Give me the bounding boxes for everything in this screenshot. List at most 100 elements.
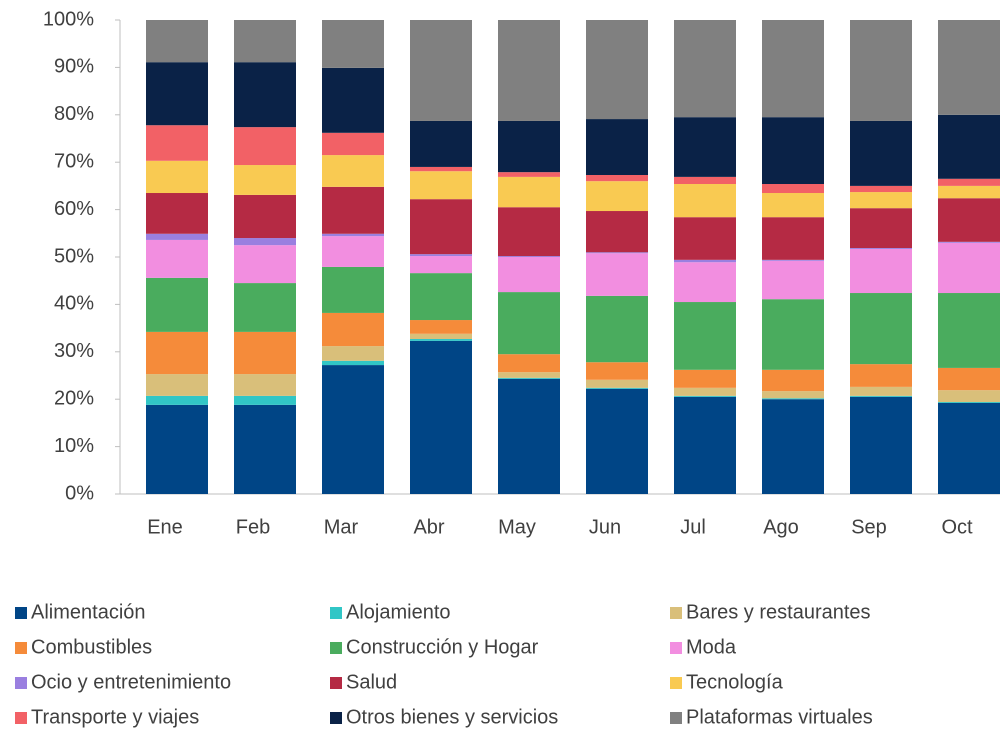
bar-segment bbox=[498, 372, 560, 378]
bar-segment bbox=[498, 354, 560, 373]
bar-segment bbox=[762, 184, 824, 194]
bar-segment bbox=[322, 312, 384, 347]
bar-segment bbox=[498, 378, 560, 494]
bar-segment bbox=[938, 178, 1000, 186]
bar-segment bbox=[674, 259, 736, 263]
bar-segment bbox=[410, 273, 472, 321]
legend-marker bbox=[15, 712, 27, 724]
bar-segment bbox=[674, 396, 736, 494]
legend-marker bbox=[670, 642, 682, 654]
bar-segment bbox=[938, 367, 1000, 391]
bar-segment bbox=[586, 174, 648, 182]
legend-label: Moda bbox=[686, 636, 737, 658]
bar-segment bbox=[850, 293, 912, 365]
bar-segment bbox=[322, 132, 384, 156]
bar-segment bbox=[850, 208, 912, 248]
bar-segment bbox=[410, 171, 472, 200]
y-tick-label: 60% bbox=[54, 198, 94, 220]
bar-segment bbox=[234, 331, 296, 375]
bar-segment bbox=[938, 198, 1000, 242]
x-tick-label: Oct bbox=[941, 516, 973, 538]
bar-segment bbox=[762, 398, 824, 400]
bar-segment bbox=[322, 346, 384, 361]
bar-segment bbox=[322, 20, 384, 68]
legend-marker bbox=[330, 712, 342, 724]
bar-segment bbox=[938, 185, 1000, 199]
y-tick-label: 70% bbox=[54, 150, 94, 172]
legend-label: Alimentación bbox=[31, 601, 146, 623]
y-tick-label: 90% bbox=[54, 56, 94, 78]
x-tick-label: Sep bbox=[851, 516, 887, 538]
bar-segment bbox=[674, 262, 736, 303]
bar-segment bbox=[146, 125, 208, 161]
bar-segment bbox=[850, 120, 912, 186]
bar-segment bbox=[674, 302, 736, 370]
bar-segment bbox=[762, 117, 824, 185]
bar-segment bbox=[674, 369, 736, 388]
bar-segment bbox=[762, 299, 824, 370]
y-tick-label: 50% bbox=[54, 245, 94, 267]
x-tick-label: May bbox=[498, 516, 536, 538]
bar-segment bbox=[674, 117, 736, 177]
y-tick-label: 40% bbox=[54, 293, 94, 315]
bar-segment bbox=[322, 266, 384, 313]
legend-label: Tecnología bbox=[686, 671, 784, 693]
bar-segment bbox=[234, 395, 296, 405]
bar-segment bbox=[234, 194, 296, 239]
bar-segment bbox=[850, 395, 912, 397]
bar-segment bbox=[850, 185, 912, 193]
bar-segment bbox=[146, 331, 208, 375]
bar-segment bbox=[762, 193, 824, 218]
bar-segment bbox=[146, 160, 208, 194]
bar-segment bbox=[146, 20, 208, 63]
bar-segment bbox=[762, 20, 824, 118]
bar-segment bbox=[146, 193, 208, 234]
bar-segment bbox=[938, 241, 1000, 243]
bar-segment bbox=[498, 20, 560, 121]
bar-segment bbox=[146, 239, 208, 278]
bar-segment bbox=[146, 404, 208, 494]
bar-segment bbox=[234, 62, 296, 128]
legend-marker bbox=[670, 712, 682, 724]
bar-segment bbox=[850, 192, 912, 209]
bar-segment bbox=[586, 119, 648, 175]
bar-segment bbox=[410, 339, 472, 341]
bar-segment bbox=[498, 207, 560, 257]
x-tick-label: Jun bbox=[589, 516, 621, 538]
bar-segment bbox=[762, 391, 824, 399]
bar-segment bbox=[674, 176, 736, 185]
bar-segment bbox=[146, 395, 208, 405]
bar-segment bbox=[322, 360, 384, 366]
bar-segment bbox=[410, 340, 472, 494]
legend-label: Salud bbox=[346, 671, 397, 693]
bar-segment bbox=[234, 374, 296, 396]
bar-segment bbox=[322, 233, 384, 237]
bar-segment bbox=[586, 252, 648, 254]
bar-segment bbox=[586, 181, 648, 212]
y-tick-label: 20% bbox=[54, 387, 94, 409]
legend-label: Alojamiento bbox=[346, 601, 451, 623]
legend-label: Combustibles bbox=[31, 636, 152, 658]
bar-segment bbox=[938, 402, 1000, 403]
legend-marker bbox=[15, 607, 27, 619]
y-tick-label: 0% bbox=[65, 482, 94, 504]
bar-segment bbox=[938, 20, 1000, 115]
bar-segment bbox=[674, 20, 736, 118]
x-tick-label: Mar bbox=[324, 516, 359, 538]
bar-segment bbox=[850, 386, 912, 396]
bar-segment bbox=[586, 379, 648, 388]
bar-segment bbox=[938, 242, 1000, 294]
bar-segment bbox=[586, 20, 648, 120]
legend-label: Otros bienes y servicios bbox=[346, 706, 558, 728]
legend-marker bbox=[15, 677, 27, 689]
legend-label: Construcción y Hogar bbox=[346, 636, 539, 658]
bar-segment bbox=[762, 217, 824, 260]
legend-label: Bares y restaurantes bbox=[686, 601, 871, 623]
bar-segment bbox=[234, 127, 296, 166]
bar-segment bbox=[234, 165, 296, 195]
bar-segment bbox=[498, 257, 560, 293]
bar-segment bbox=[586, 253, 648, 296]
bar-segment bbox=[410, 20, 472, 121]
y-tick-label: 100% bbox=[43, 8, 94, 30]
bar-segment bbox=[586, 295, 648, 363]
